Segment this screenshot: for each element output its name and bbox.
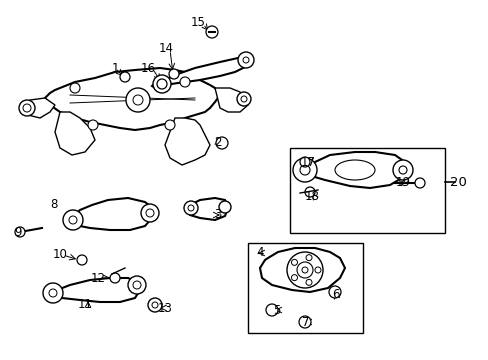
Text: 6: 6 [331, 288, 339, 302]
Circle shape [298, 316, 310, 328]
Text: 17: 17 [300, 156, 315, 168]
Circle shape [187, 205, 194, 211]
Circle shape [43, 283, 63, 303]
Circle shape [305, 279, 311, 285]
Circle shape [49, 289, 57, 297]
Polygon shape [215, 88, 247, 112]
Circle shape [292, 158, 316, 182]
Circle shape [238, 52, 253, 68]
Circle shape [243, 57, 248, 63]
Text: 1: 1 [111, 62, 119, 75]
Circle shape [152, 302, 158, 308]
Circle shape [291, 259, 297, 265]
Circle shape [299, 157, 309, 167]
Text: 16: 16 [140, 62, 155, 75]
Circle shape [205, 26, 218, 38]
Circle shape [414, 178, 424, 188]
Text: 5: 5 [273, 303, 280, 316]
Polygon shape [55, 112, 95, 155]
Text: 10: 10 [52, 248, 67, 261]
Circle shape [19, 100, 35, 116]
Text: 19: 19 [395, 175, 409, 189]
Circle shape [23, 104, 31, 112]
Circle shape [219, 201, 230, 213]
Circle shape [398, 166, 406, 174]
Circle shape [265, 304, 278, 316]
Polygon shape [186, 198, 227, 220]
Circle shape [153, 75, 171, 93]
Text: 3: 3 [214, 208, 221, 221]
Circle shape [216, 137, 227, 149]
Polygon shape [260, 248, 345, 292]
Circle shape [296, 262, 312, 278]
Circle shape [305, 187, 314, 197]
Text: 9: 9 [14, 225, 21, 238]
Ellipse shape [334, 160, 374, 180]
Circle shape [157, 79, 167, 89]
Text: 18: 18 [304, 189, 319, 202]
Circle shape [299, 165, 309, 175]
Text: 14: 14 [158, 41, 173, 54]
Circle shape [126, 88, 150, 112]
Polygon shape [45, 68, 220, 130]
Circle shape [15, 227, 25, 237]
Circle shape [241, 96, 246, 102]
Text: 8: 8 [50, 198, 58, 211]
Circle shape [146, 209, 154, 217]
Text: 12: 12 [90, 271, 105, 284]
Circle shape [120, 72, 130, 82]
Text: 7: 7 [302, 315, 309, 328]
Circle shape [237, 92, 250, 106]
Circle shape [148, 298, 162, 312]
Circle shape [158, 80, 165, 88]
Circle shape [128, 276, 146, 294]
Bar [289, 148, 444, 233]
Circle shape [291, 275, 297, 281]
Polygon shape [25, 98, 55, 118]
Circle shape [164, 120, 175, 130]
Polygon shape [152, 55, 249, 88]
Circle shape [328, 286, 340, 298]
Circle shape [183, 201, 198, 215]
Circle shape [77, 255, 87, 265]
Polygon shape [164, 118, 209, 165]
Text: 15: 15 [190, 15, 205, 28]
Circle shape [133, 95, 142, 105]
Text: 2: 2 [214, 135, 221, 148]
Text: 20: 20 [448, 175, 466, 189]
Circle shape [63, 210, 83, 230]
Circle shape [305, 255, 311, 261]
Text: 4: 4 [256, 247, 263, 260]
Circle shape [69, 216, 77, 224]
Bar [247, 243, 362, 333]
Circle shape [180, 77, 190, 87]
Circle shape [169, 69, 179, 79]
Circle shape [302, 267, 307, 273]
Polygon shape [50, 278, 140, 302]
Circle shape [88, 120, 98, 130]
Circle shape [314, 267, 320, 273]
Circle shape [110, 273, 120, 283]
Polygon shape [68, 198, 155, 230]
Circle shape [70, 83, 80, 93]
Text: 11: 11 [77, 298, 92, 311]
Circle shape [286, 252, 323, 288]
Text: 13: 13 [157, 302, 172, 315]
Circle shape [141, 204, 159, 222]
Polygon shape [299, 152, 407, 188]
Circle shape [133, 281, 141, 289]
Circle shape [392, 160, 412, 180]
